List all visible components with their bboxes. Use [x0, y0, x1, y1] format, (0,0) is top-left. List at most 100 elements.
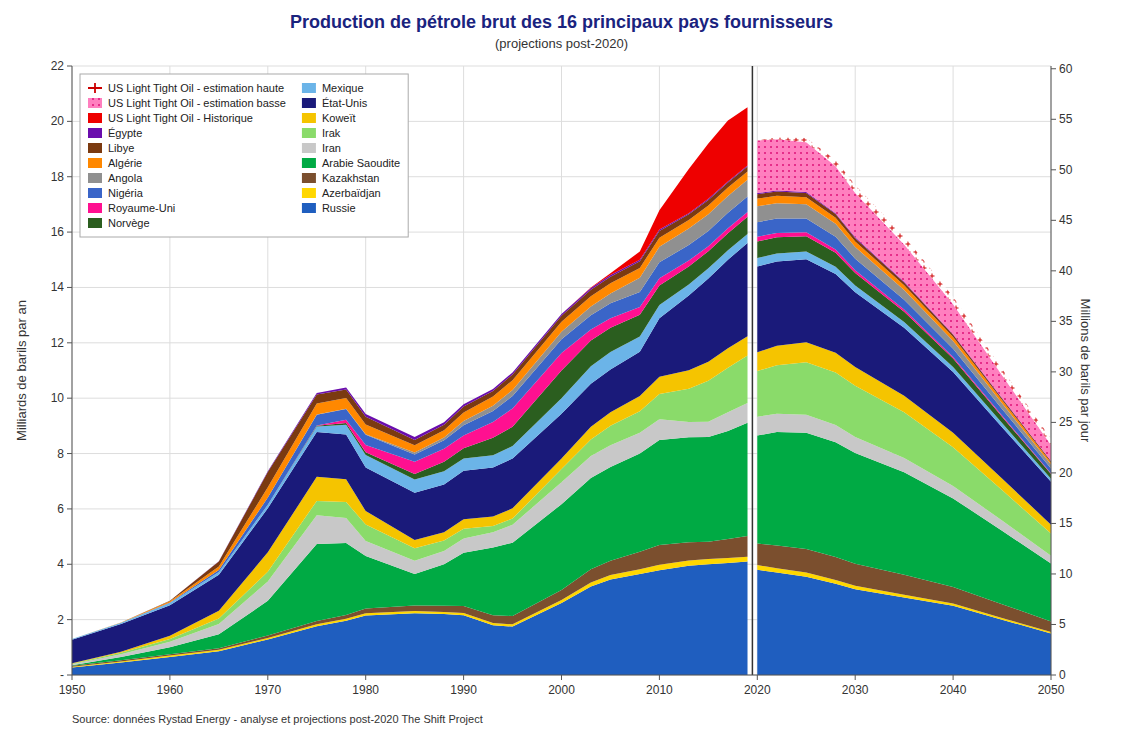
subtitle: (projections post-2020)	[495, 36, 628, 51]
legend-swatch	[88, 173, 102, 183]
x-tick-label: 2050	[1038, 683, 1065, 697]
y2-tick-label: 0	[1059, 668, 1066, 682]
y-tick-label: 8	[57, 447, 64, 461]
legend-label: US Light Tight Oil - Historique	[108, 112, 253, 124]
legend-box	[80, 74, 408, 237]
y2-tick	[1051, 371, 1056, 372]
legend-swatch	[302, 128, 316, 138]
y2-tick-label: 55	[1059, 112, 1073, 126]
legend-label: Russie	[322, 202, 356, 214]
y-tick-label: 16	[51, 225, 65, 239]
legend-label: Norvège	[108, 217, 150, 229]
y-tick	[67, 619, 72, 620]
x-tick-label: 2020	[744, 683, 771, 697]
legend-label: Azerbaïdjan	[322, 187, 381, 199]
x-tick-label: 2000	[548, 683, 575, 697]
axes: 1950196019701980199020002010202020302040…	[14, 59, 1093, 697]
y-axis-label: Milliards de barils par an	[14, 300, 29, 441]
y-tick-label: 2	[57, 613, 64, 627]
x-tick	[561, 675, 562, 680]
grid-line-x	[1051, 66, 1052, 675]
legend-label: Royaume-Uni	[108, 202, 175, 214]
x-tick-label: 1980	[352, 683, 379, 697]
source: Source: données Rystad Energy - analyse …	[72, 713, 483, 725]
y2-axis-label: Millions de barils par jour	[1078, 299, 1093, 443]
legend-swatch	[88, 203, 102, 213]
y-tick	[67, 675, 72, 676]
divider-line	[752, 66, 754, 675]
x-tick-label: 1950	[59, 683, 86, 697]
x-tick-label: 2010	[646, 683, 673, 697]
chart: Production de pétrole brut des 16 princi…	[0, 0, 1123, 737]
legend-label: Mexique	[322, 82, 364, 94]
y-tick	[67, 66, 72, 67]
y2-tick-label: 25	[1059, 415, 1073, 429]
x-tick	[1051, 675, 1052, 680]
legend-swatch	[302, 188, 316, 198]
y-tick	[67, 232, 72, 233]
legend-label: Algérie	[108, 157, 142, 169]
y-tick-label: 4	[57, 557, 64, 571]
y2-tick	[1051, 422, 1056, 423]
legend-label: Iran	[322, 142, 341, 154]
area	[757, 139, 1051, 461]
y-tick-label: 22	[51, 59, 65, 73]
y2-tick-label: 60	[1059, 62, 1073, 76]
y2-tick-label: 15	[1059, 516, 1073, 530]
x-tick-label: 2030	[842, 683, 869, 697]
x-tick-label: 2040	[940, 683, 967, 697]
y2-tick	[1051, 573, 1056, 574]
y-axis-line	[72, 66, 73, 675]
y-tick	[67, 121, 72, 122]
y-tick-label: 14	[51, 280, 65, 294]
legend-swatch	[302, 98, 316, 108]
y2-tick-label: 40	[1059, 264, 1073, 278]
y2-tick	[1051, 624, 1056, 625]
y-tick	[67, 508, 72, 509]
legend-label: US Light Tight Oil - estimation haute	[108, 82, 284, 94]
y2-tick-label: 30	[1059, 365, 1073, 379]
y-tick-label: 10	[51, 391, 65, 405]
y-tick-label: 20	[51, 114, 65, 128]
x-tick	[365, 675, 366, 680]
area	[757, 137, 1051, 445]
y-tick-label: -	[60, 668, 64, 682]
legend-label: Nigéria	[108, 187, 144, 199]
legend-swatch	[88, 188, 102, 198]
title: Production de pétrole brut des 16 princi…	[290, 12, 833, 32]
y2-tick	[1051, 523, 1056, 524]
legend-label: Kazakhstan	[322, 172, 379, 184]
y-tick	[67, 176, 72, 177]
legend-swatch	[302, 158, 316, 168]
x-tick	[757, 675, 758, 680]
y2-tick-label: 45	[1059, 213, 1073, 227]
x-tick-label: 1960	[157, 683, 184, 697]
legend-swatch	[88, 83, 102, 93]
grid	[72, 66, 1051, 675]
legend-swatch	[88, 158, 102, 168]
grid-line-x	[72, 66, 73, 675]
y2-tick-label: 5	[1059, 617, 1066, 631]
legend-swatch	[88, 218, 102, 228]
y2-tick-label: 50	[1059, 163, 1073, 177]
legend-label: État-Unis	[322, 97, 368, 109]
legend-swatch	[302, 203, 316, 213]
y2-tick-label: 10	[1059, 567, 1073, 581]
x-tick	[463, 675, 464, 680]
legend-label: US Light Tight Oil - estimation basse	[108, 97, 286, 109]
legend: US Light Tight Oil - estimation haute US …	[80, 74, 408, 237]
y2-tick-label: 35	[1059, 314, 1073, 328]
legend-label: Libye	[108, 142, 134, 154]
x-tick	[953, 675, 954, 680]
legend-swatch	[302, 143, 316, 153]
legend-swatch	[88, 98, 102, 108]
legend-swatch	[302, 173, 316, 183]
y-tick	[67, 342, 72, 343]
legend-swatch	[302, 113, 316, 123]
y2-tick	[1051, 675, 1056, 676]
y2-axis-line	[1051, 66, 1052, 675]
legend-label: Angola	[108, 172, 143, 184]
y-tick	[67, 564, 72, 565]
legend-swatch	[88, 113, 102, 123]
y-tick-label: 6	[57, 502, 64, 516]
